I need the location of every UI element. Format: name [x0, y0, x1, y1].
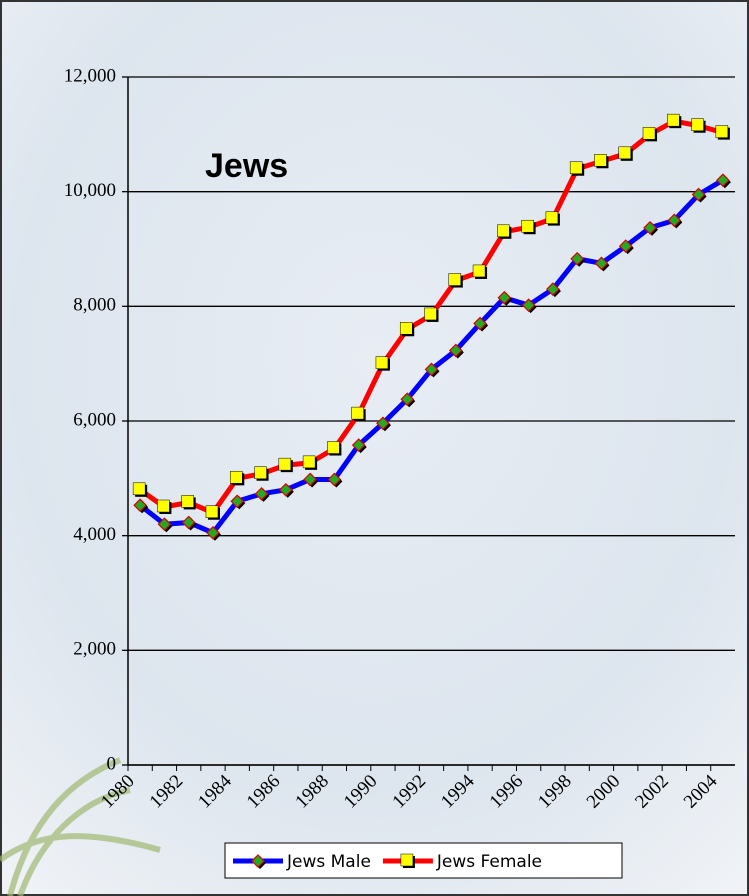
legend-label: Jews Female: [436, 852, 542, 872]
legend-label: Jews Male: [286, 852, 371, 872]
series: [132, 113, 730, 520]
marker-diamond: [473, 316, 487, 331]
marker-square: [375, 356, 389, 369]
marker-diamond: [278, 482, 293, 497]
marker-square: [715, 125, 729, 138]
marker-square: [642, 127, 656, 140]
marker-square: [448, 273, 462, 286]
marker-diamond: [667, 213, 682, 228]
marker-diamond: [400, 392, 415, 407]
marker-square: [327, 441, 340, 454]
marker-square: [278, 457, 292, 471]
marker-square: [132, 482, 146, 496]
marker-square: [618, 146, 631, 160]
marker-square: [691, 118, 704, 131]
chart-title: Jews: [205, 147, 288, 185]
marker-diamond: [594, 256, 609, 271]
marker-diamond: [230, 494, 245, 509]
marker-square: [230, 471, 243, 484]
marker-diamond: [157, 517, 172, 532]
y-tick-label: 0: [107, 753, 117, 774]
marker-diamond: [716, 173, 730, 188]
marker-diamond: [570, 251, 585, 266]
marker-square: [521, 219, 534, 233]
marker-square: [667, 113, 680, 127]
marker-square: [254, 466, 267, 479]
marker-square: [399, 322, 413, 335]
marker-diamond: [303, 472, 317, 487]
marker-square: [424, 307, 437, 321]
marker-diamond: [351, 438, 366, 452]
marker-diamond: [424, 362, 439, 377]
y-tick-label: 4,000: [73, 524, 116, 545]
y-tick-label: 2,000: [73, 639, 116, 660]
leaf-decoration: [0, 757, 161, 896]
marker-diamond: [497, 290, 512, 305]
marker-square: [497, 224, 510, 238]
marker-diamond: [206, 525, 220, 540]
marker-square: [594, 154, 607, 167]
marker-diamond: [521, 298, 536, 313]
marker-square: [181, 495, 194, 508]
marker-square: [472, 264, 486, 278]
legend-diamond: [251, 854, 265, 868]
y-tick-label: 6,000: [73, 409, 116, 430]
marker-square: [205, 505, 219, 518]
y-tick-label: 10,000: [64, 180, 116, 201]
marker-diamond: [448, 343, 463, 358]
legend: Jews Male Jews Female: [224, 842, 623, 879]
y-tick-label: 8,000: [73, 295, 116, 316]
marker-square: [569, 161, 583, 174]
marker-diamond: [376, 416, 390, 431]
marker-square: [302, 455, 316, 469]
marker-diamond: [546, 282, 560, 296]
legend-square: [400, 853, 414, 867]
marker-diamond: [643, 220, 657, 235]
marker-diamond: [327, 472, 342, 487]
marker-diamond: [691, 187, 706, 202]
marker-square: [351, 406, 364, 420]
marker-diamond: [181, 515, 196, 530]
marker-square: [157, 499, 170, 513]
series: [133, 173, 731, 541]
marker-square: [545, 211, 559, 224]
marker-diamond: [254, 486, 269, 501]
y-tick-label: 12,000: [64, 65, 116, 86]
marker-diamond: [133, 498, 147, 513]
marker-diamond: [618, 239, 633, 253]
